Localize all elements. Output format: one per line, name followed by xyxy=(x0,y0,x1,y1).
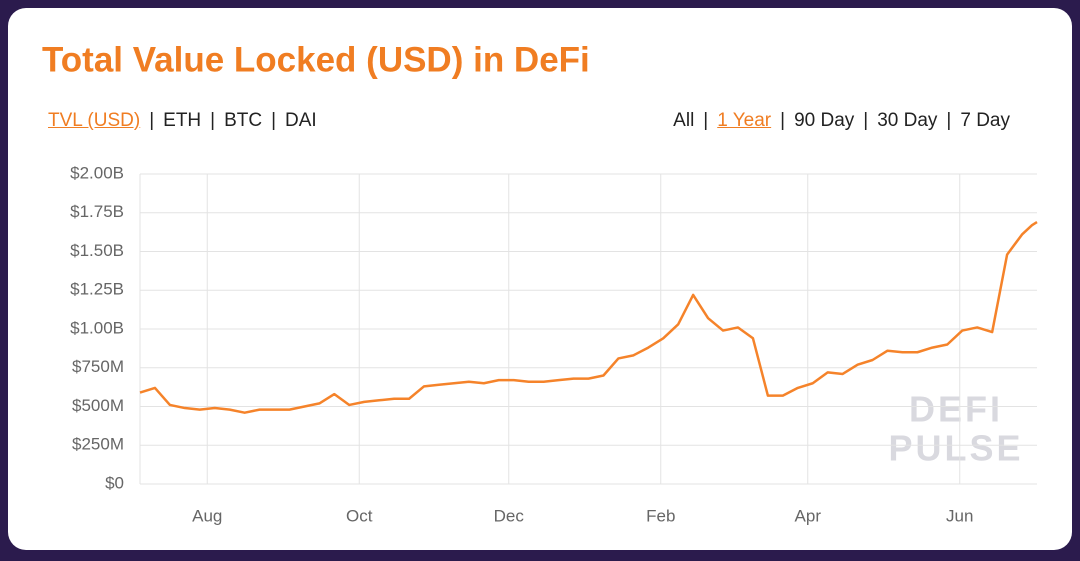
tab-separator: | xyxy=(149,110,155,131)
tab-separator: | xyxy=(271,110,277,131)
metric-tabs: TVL (USD) | ETH | BTC | DAI xyxy=(48,110,317,132)
watermark: DEFI xyxy=(909,389,1003,430)
x-tick-label: Aug xyxy=(192,506,222,525)
x-tick-label: Jun xyxy=(946,506,973,525)
tab[interactable]: 90 Day xyxy=(794,110,855,131)
x-tick-label: Dec xyxy=(494,506,525,525)
tab[interactable]: TVL (USD) xyxy=(48,110,141,131)
range-tabs: All | 1 Year | 90 Day | 30 Day | 7 Day xyxy=(673,110,1010,132)
tab-separator: | xyxy=(703,110,709,131)
tab-separator: | xyxy=(863,110,869,131)
tab-separator: | xyxy=(946,110,952,131)
y-tick-label: $750M xyxy=(72,357,124,376)
y-tick-label: $1.00B xyxy=(70,318,124,337)
tab[interactable]: DAI xyxy=(285,110,317,131)
y-tick-label: $1.75B xyxy=(70,202,124,221)
tab-separator: | xyxy=(780,110,786,131)
card xyxy=(8,8,1072,550)
y-tick-label: $1.50B xyxy=(70,241,124,260)
y-tick-label: $500M xyxy=(72,396,124,415)
tab[interactable]: 30 Day xyxy=(877,110,938,131)
tab[interactable]: ETH xyxy=(163,110,202,131)
x-tick-label: Feb xyxy=(646,506,675,525)
chart-title: Total Value Locked (USD) in DeFi xyxy=(42,40,590,79)
y-tick-label: $0 xyxy=(105,473,124,492)
watermark: PULSE xyxy=(888,428,1023,469)
line xyxy=(139,220,1038,414)
x-tick-label: Oct xyxy=(346,506,373,525)
tab[interactable]: BTC xyxy=(224,110,263,131)
tab[interactable]: 7 Day xyxy=(960,110,1010,131)
y-tick-label: $250M xyxy=(72,435,124,454)
y-tick-label: $2.00B xyxy=(70,163,124,182)
x-tick-label: Apr xyxy=(795,506,822,525)
y-tick-label: $1.25B xyxy=(70,280,124,299)
tab[interactable]: All xyxy=(673,110,695,131)
tab[interactable]: 1 Year xyxy=(717,110,772,131)
tab-separator: | xyxy=(210,110,216,131)
